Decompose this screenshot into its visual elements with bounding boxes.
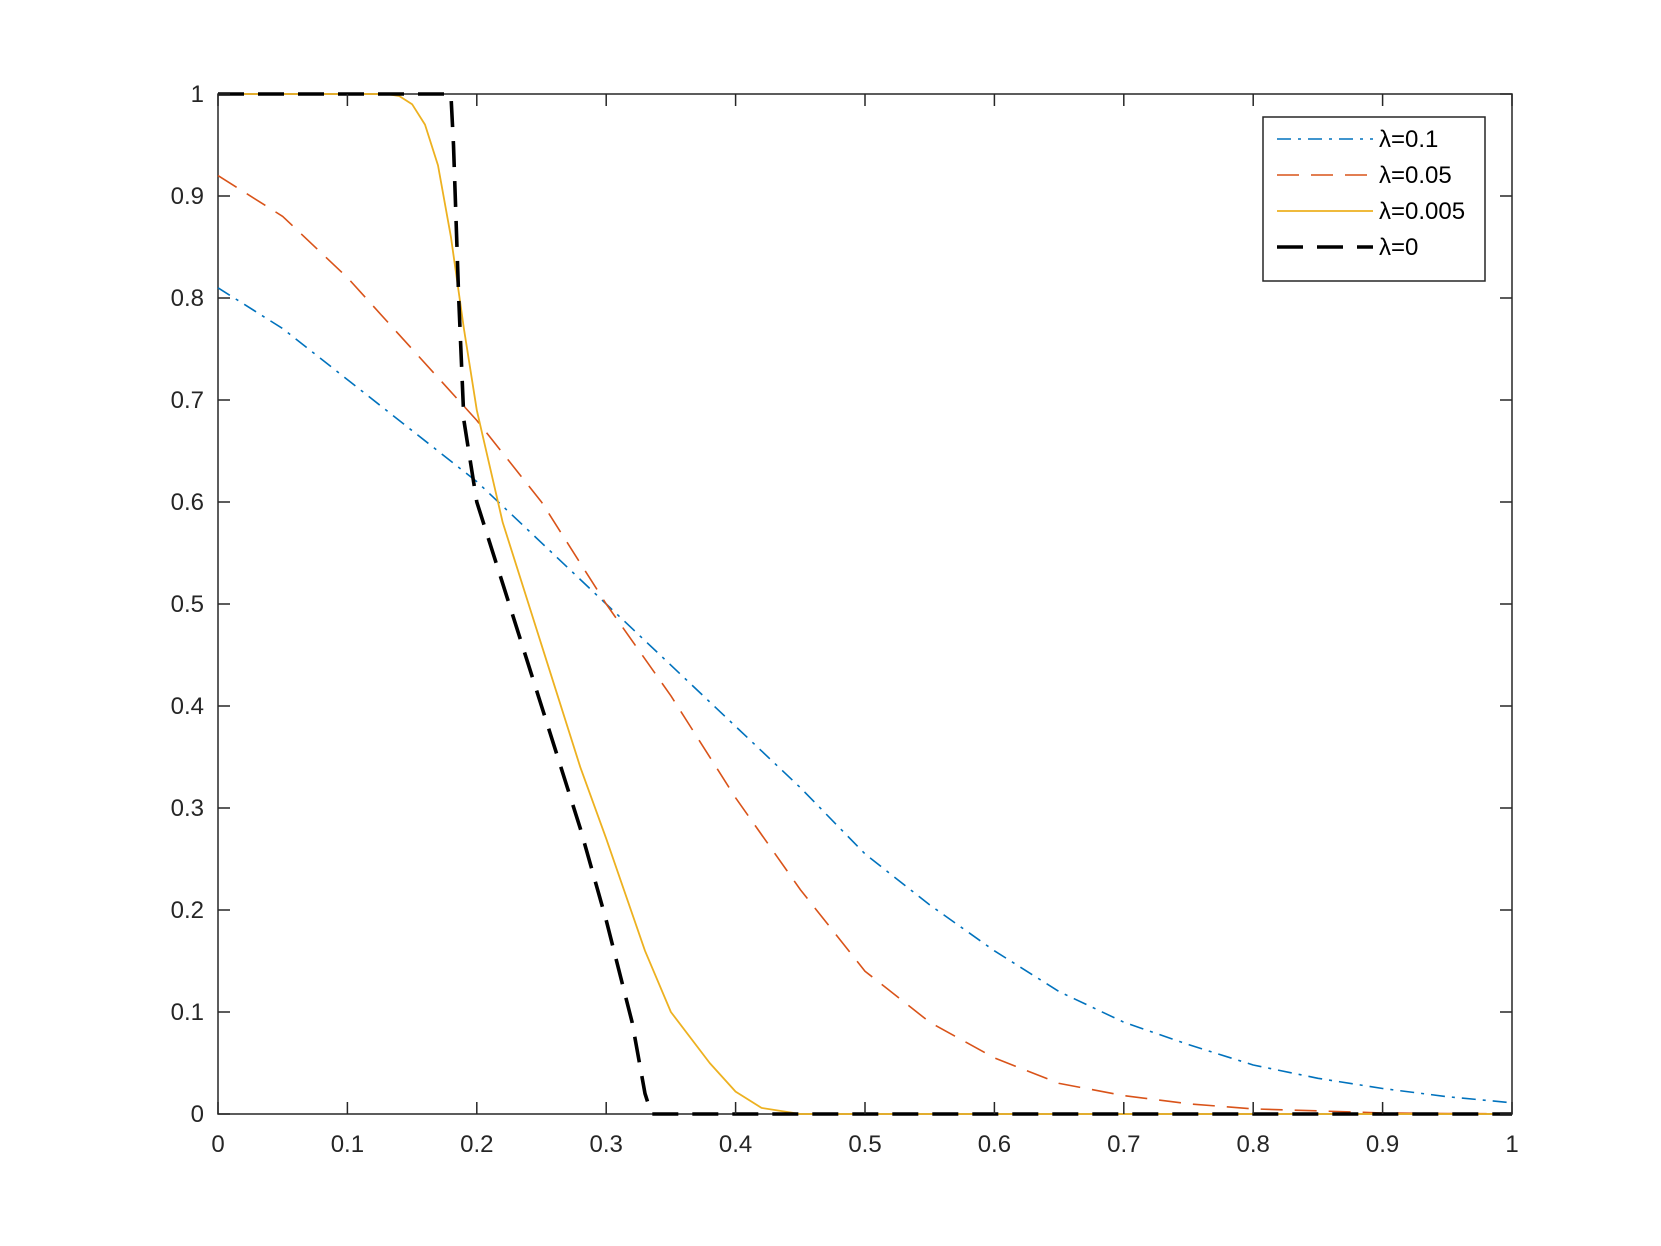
y-tick-label: 0.8 <box>171 285 204 312</box>
legend-label-3: λ=0 <box>1379 234 1418 261</box>
y-tick-label: 0.7 <box>171 387 204 414</box>
x-tick-label: 0.5 <box>848 1131 881 1158</box>
x-tick-label: 0.3 <box>590 1131 623 1158</box>
x-tick-label: 1 <box>1505 1131 1518 1158</box>
series-lines <box>217 92 1513 1116</box>
axis-ticks: 0 0.1 0.2 0.3 0.4 0.5 0.6 0.7 0.8 0.9 1 0 0.1 0.2 0.3 0… <box>171 81 1519 1158</box>
series-line-1 <box>217 174 1513 1115</box>
legend: λ=0.1 λ=0.05 λ=0.005 λ=0 <box>1262 116 1486 282</box>
x-tick-label: 0 <box>211 1131 224 1158</box>
legend-box <box>1262 116 1486 282</box>
y-tick-label: 0.6 <box>171 489 204 516</box>
x-tick-label: 0.4 <box>719 1131 752 1158</box>
x-tick-label: 0.2 <box>460 1131 493 1158</box>
y-tick-label: 0.1 <box>171 999 204 1026</box>
y-tick-label: 0.4 <box>171 693 204 720</box>
y-tick-label: 0.2 <box>171 897 204 924</box>
x-tick-label: 0.9 <box>1366 1131 1399 1158</box>
legend-label-1: λ=0.05 <box>1379 162 1452 189</box>
series-line-2 <box>218 93 1512 1115</box>
y-tick-label: 0.5 <box>171 591 204 618</box>
y-tick-label: 1 <box>191 81 204 108</box>
series-line-3 <box>218 92 1512 1116</box>
legend-label-0: λ=0.1 <box>1379 126 1438 153</box>
x-tick-label: 0.1 <box>331 1131 364 1158</box>
y-tick-label: 0.3 <box>171 795 204 822</box>
legend-label-2: λ=0.005 <box>1379 198 1465 225</box>
y-tick-label: 0.9 <box>171 183 204 210</box>
x-tick-label: 0.8 <box>1237 1131 1270 1158</box>
y-tick-label: 0 <box>191 1101 204 1128</box>
x-tick-label: 0.6 <box>978 1131 1011 1158</box>
x-tick-label: 0.7 <box>1107 1131 1140 1158</box>
series-line-0 <box>217 287 1513 1104</box>
